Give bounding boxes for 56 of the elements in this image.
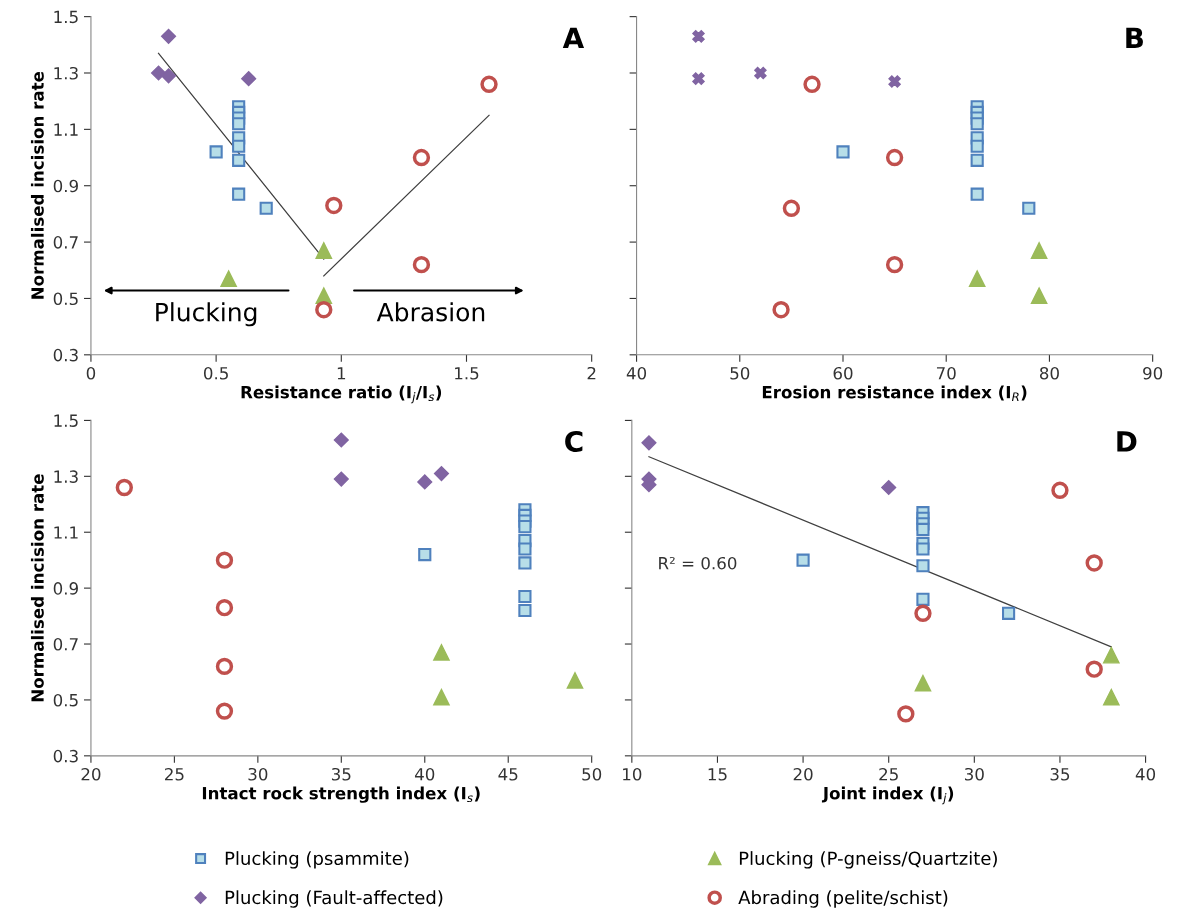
y-tick-label: 1.1 [54,123,78,136]
x-tick-label: 70 [936,366,956,380]
x-tick-label: 0 [86,366,96,380]
chart-title: C [565,430,583,452]
y-tick-label: 1.1 [54,526,78,539]
x-tick-label: 30 [964,767,984,781]
x-tick-label: 25 [879,767,898,781]
x-axis-title: Resistance ratio (I$_{j}$/I$_{s}$) [241,385,442,404]
x-tick-label: 90 [1143,366,1163,380]
x-tick-label: 50 [730,366,750,380]
x-tick-label: 35 [331,767,351,781]
y-tick-label: 1.3 [54,470,78,483]
x-tick-label: 15 [708,768,727,781]
x-tick-label: 50 [582,767,602,781]
y-tick-label: 0.3 [53,348,78,362]
x-tick-label: 40 [1135,767,1156,781]
y-tick-label: 0.9 [53,582,78,595]
y-axis-title: Normalised incision rate [30,71,44,299]
x-tick-label: 0.5 [203,366,228,380]
annotation: Abrasion [376,302,485,322]
y-tick-label: 1.3 [54,66,78,80]
x-tick-label: 45 [498,768,518,781]
x-tick-label: 35 [1050,767,1070,781]
x-tick-label: 60 [833,366,853,380]
x-axis-title: Joint index (I$_{j}$) [821,786,954,805]
x-tick-label: 20 [81,767,101,781]
chart-title: D [1117,431,1137,452]
y-tick-label: 0.5 [53,292,78,306]
x-axis-title: Erosion resistance index (I$_{R}$) [762,385,1027,401]
x-tick-label: 1.5 [455,367,479,380]
x-tick-label: 2 [587,366,596,380]
x-tick-label: 20 [793,767,813,781]
x-tick-label: 40 [414,767,435,781]
y-tick-label: 0.5 [53,693,78,707]
chart-title: B [1126,27,1143,48]
annotation: R² = 0.60 [659,556,737,570]
legend-label: Plucking (P-gneiss/Quartzite) [739,851,997,869]
y-tick-label: 1.5 [54,414,78,427]
y-tick-label: 0.7 [53,637,78,651]
y-tick-label: 1.5 [54,10,78,24]
x-tick-label: 25 [165,767,184,781]
y-tick-label: 0.7 [53,236,78,249]
y-tick-label: 0.3 [53,749,78,763]
x-tick-label: 80 [1039,366,1059,380]
x-axis-title: Intact rock strength index (I$_{s}$) [202,786,480,803]
legend-label: Plucking (Fault-affected) [225,890,443,908]
x-tick-label: 30 [248,767,268,781]
legend-label: Abrading (pelite/schist) [738,890,948,908]
annotation: Plucking [156,302,257,327]
chart-title: A [562,27,585,48]
legend-label: Plucking (psammite) [225,851,409,869]
y-tick-label: 0.9 [53,179,78,193]
x-tick-label: 1 [337,367,346,380]
x-tick-label: 40 [626,366,647,380]
x-tick-label: 10 [623,767,642,781]
y-axis-title: Normalised incision rate [30,474,44,702]
